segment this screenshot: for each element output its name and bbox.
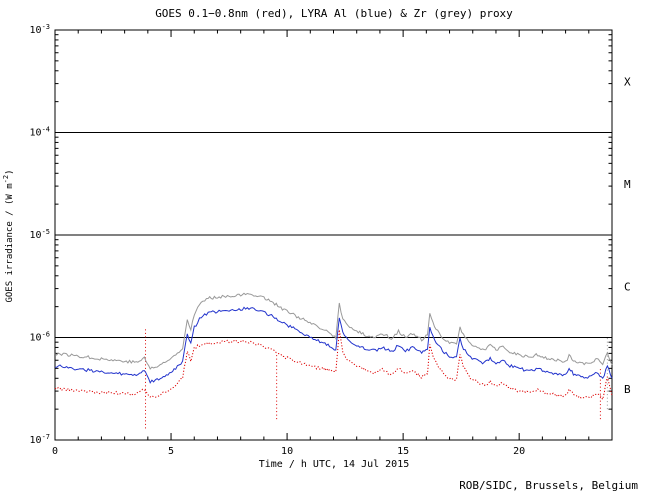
series-goes-0-1-0-8nm [54,329,613,401]
series-lyra-al-proxy [55,306,613,384]
x-axis-title: Time / h UTC, 14 Jul 2015 [259,459,410,470]
series-lyra-zr-proxy [54,292,613,370]
x-tick-label: 0 [52,446,58,457]
flare-class-label-c: C [624,280,631,293]
y-tick-label: 10-5 [30,228,50,241]
credit-text: ROB/SIDC, Brussels, Belgium [459,479,638,492]
x-tick-label: 20 [513,446,525,457]
y-axis-title-main: GOES irradiance / (W m [5,183,15,302]
y-axis-title-close: ) [5,169,15,174]
axes-layer: 0 5 10 15 20 10-7 10-6 10-5 10-4 10-3 X M C B [30,23,631,457]
y-tick-label: 10-7 [30,433,50,446]
flare-class-label-b: B [624,383,631,396]
y-tick-label: 10-4 [30,126,50,139]
x-tick-label: 5 [168,446,174,457]
chart-title: GOES 0.1−0.8nm (red), LYRA Al (blue) & Z… [155,7,513,20]
y-axis-title: GOES irradiance / (W m-2) [2,169,15,302]
x-tick-label: 10 [281,446,293,457]
series-layer [54,292,613,429]
y-axis-title-exponent: -2 [2,175,10,183]
flare-class-label-m: M [624,178,631,191]
y-tick-label: 10-6 [30,331,50,344]
flare-class-label-x: X [624,75,631,88]
y-tick-label: 10-3 [30,23,50,36]
x-tick-label: 15 [397,446,409,457]
